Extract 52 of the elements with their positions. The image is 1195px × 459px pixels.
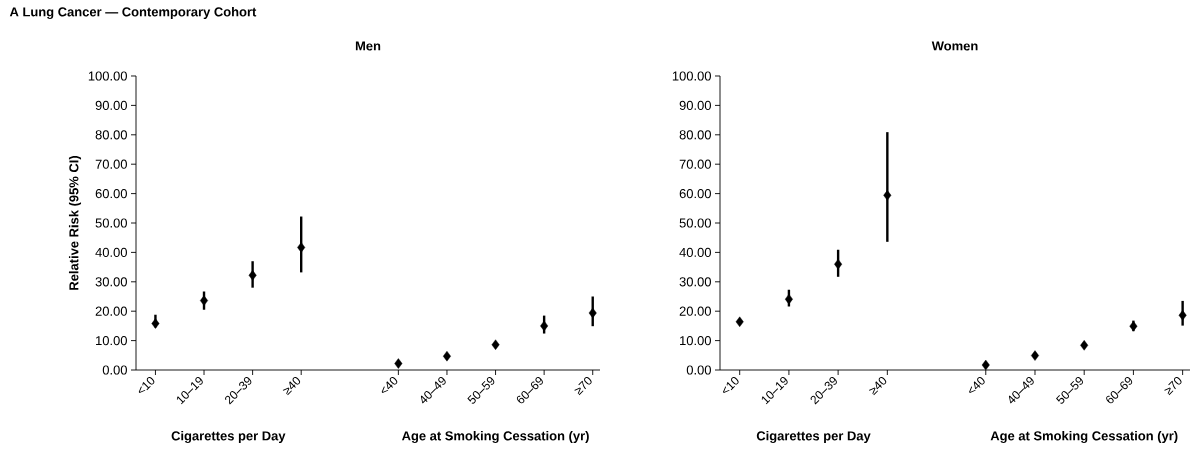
point bbox=[151, 318, 160, 329]
y-tick-label: 10.00 bbox=[96, 336, 127, 346]
text: Age at Smoking Cessation (yr) bbox=[990, 430, 1178, 444]
point bbox=[735, 316, 744, 327]
y-tick-label: 70.00 bbox=[95, 159, 127, 169]
y-tick-label: 40.00 bbox=[95, 247, 127, 257]
point bbox=[1178, 310, 1187, 321]
y-tick-label: 50.00 bbox=[679, 218, 711, 228]
y-tick-label: 100.00 bbox=[672, 71, 711, 81]
y-tick-label: 40.00 bbox=[679, 247, 711, 257]
y-axis-title: Relative Risk (95% CI) bbox=[68, 156, 82, 290]
y-tick-label: 80.00 bbox=[679, 130, 711, 140]
point bbox=[883, 190, 892, 201]
y-tick-label: 50.00 bbox=[95, 218, 127, 228]
y-tick-label: 100.00 bbox=[88, 71, 127, 81]
y-tick-label: 30.00 bbox=[95, 277, 127, 287]
x-tick-label: ≥70 bbox=[1164, 377, 1182, 396]
x-tick-label: <10 bbox=[722, 377, 739, 393]
point bbox=[588, 307, 597, 319]
point bbox=[394, 358, 403, 369]
y-tick-label: 20.00 bbox=[679, 306, 711, 316]
text: Age at Smoking Cessation (yr) bbox=[401, 430, 589, 444]
y-tick-label: 60.00 bbox=[95, 189, 127, 199]
y-tick-label: 10.00 bbox=[680, 336, 711, 346]
point bbox=[248, 270, 257, 281]
point bbox=[491, 339, 500, 350]
point bbox=[1080, 340, 1089, 351]
x-tick-label: <10 bbox=[138, 377, 155, 393]
x-tick-label: ≥40 bbox=[282, 377, 301, 396]
x-tick-label: ≥70 bbox=[574, 377, 592, 396]
point bbox=[1129, 321, 1138, 332]
point bbox=[297, 242, 306, 253]
x-tick-label: ≥40 bbox=[868, 377, 887, 396]
point bbox=[981, 359, 990, 371]
y-tick-label: 30.00 bbox=[679, 277, 711, 287]
y-tick-label: 0.00 bbox=[686, 365, 711, 375]
x-axis-title: Cigarettes per Day bbox=[171, 430, 286, 444]
point bbox=[200, 295, 208, 306]
x-tick-label: <40 bbox=[381, 377, 398, 393]
text: A Lung Cancer — Contemporary Cohort bbox=[9, 6, 257, 20]
y-tick-label: 0.00 bbox=[102, 365, 127, 375]
y-tick-label: 90.00 bbox=[95, 100, 127, 110]
y-tick-label: 70.00 bbox=[679, 159, 711, 169]
y-tick-label: 20.00 bbox=[95, 306, 127, 316]
x-tick-label: <40 bbox=[969, 377, 985, 393]
y-tick-label: 80.00 bbox=[95, 130, 127, 140]
y-tick-label: 60.00 bbox=[679, 189, 711, 199]
chart-title: Women bbox=[931, 41, 978, 51]
point bbox=[1031, 350, 1039, 361]
y-tick-label: 90.00 bbox=[679, 100, 711, 110]
x-axis-title: Cigarettes per Day bbox=[756, 430, 871, 444]
chart-title: Men bbox=[355, 41, 381, 51]
